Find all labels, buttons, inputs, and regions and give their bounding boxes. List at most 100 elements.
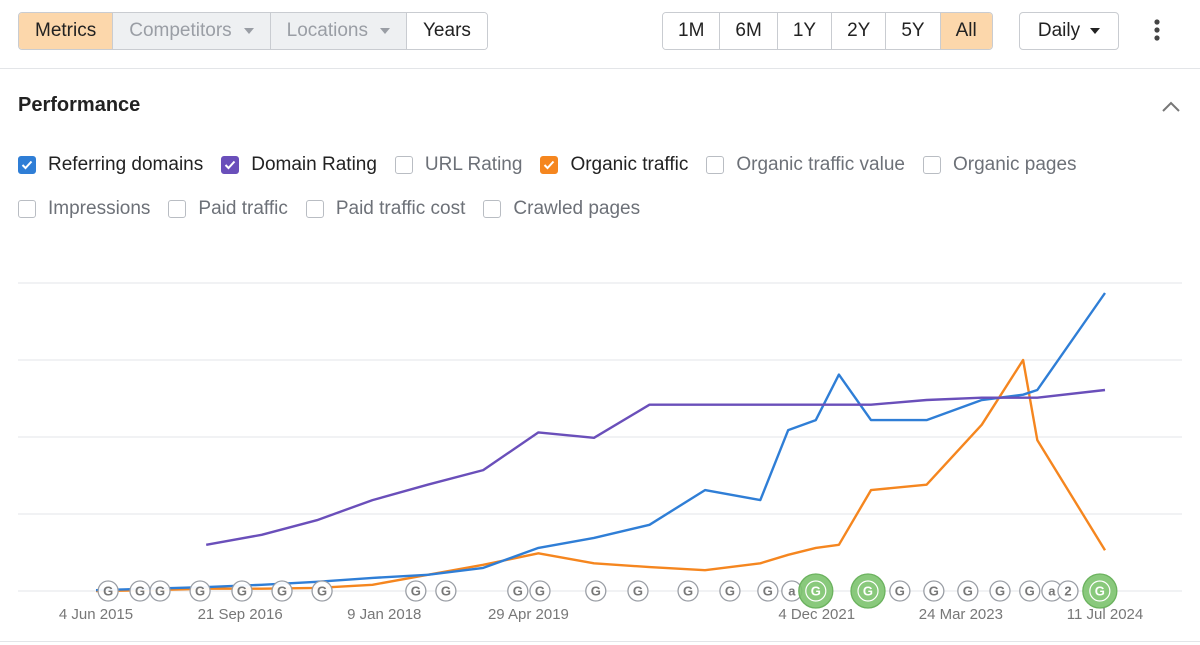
annotation-label: G	[317, 584, 327, 599]
range-button[interactable]: All	[940, 13, 992, 49]
dropdown-arrow	[243, 28, 254, 34]
annotation-marker	[1082, 573, 1118, 609]
series-line	[205, 388, 1106, 546]
annotation-marker-inner	[857, 580, 879, 602]
annotation-marker	[271, 580, 293, 602]
annotation-marker	[757, 580, 779, 602]
x-tick-label: 24 Mar 2023	[919, 606, 1003, 623]
annotation-marker	[677, 580, 699, 602]
annotation-label: G	[277, 584, 287, 599]
annotation-label: G	[633, 584, 643, 599]
tab-button[interactable]: Locations	[270, 13, 407, 49]
tab-button[interactable]: Competitors	[113, 13, 271, 49]
annotation-marker	[1019, 580, 1041, 602]
annotation-label: G	[1095, 584, 1105, 599]
metric-checkbox[interactable]: Domain Rating	[221, 150, 377, 180]
annotation-label: G	[155, 584, 165, 599]
more-menu[interactable]	[1150, 18, 1164, 44]
series-line	[95, 358, 1107, 593]
annotation-label: G	[895, 584, 905, 599]
annotation-label: G	[237, 584, 247, 599]
range-button[interactable]: 2Y	[832, 13, 887, 49]
tab-label: Locations	[286, 20, 368, 41]
annotation-label: 2	[1064, 584, 1071, 599]
annotation-marker	[97, 580, 119, 602]
range-label: 1Y	[792, 20, 817, 41]
range-button[interactable]: 5Y	[886, 13, 941, 49]
annotation-marker-inner	[805, 580, 827, 602]
metric-checkbox[interactable]: Paid traffic	[168, 194, 288, 224]
range-button[interactable]: 1Y	[777, 13, 833, 49]
dropdown-arrow	[1090, 28, 1101, 34]
legend-label: Domain Rating	[251, 154, 377, 175]
annotation-marker	[507, 580, 529, 602]
x-tick-label: 11 Jul 2024	[1067, 606, 1143, 623]
annotation-marker	[850, 573, 886, 609]
tab-button[interactable]: Metrics	[19, 13, 114, 49]
checkbox	[18, 200, 36, 218]
checkbox	[18, 156, 36, 174]
annotation-marker	[719, 580, 741, 602]
checkbox	[394, 156, 413, 174]
check-mark	[544, 160, 555, 170]
range-buttons: 1M 6M 1Y 2Y 5Y All	[662, 12, 993, 50]
annotation-marker	[798, 573, 834, 609]
range-button[interactable]: 1M	[663, 13, 721, 49]
tab-label: Competitors	[129, 20, 232, 41]
range-button[interactable]: 6M	[720, 13, 778, 49]
divider	[0, 68, 1200, 69]
annotation-label: G	[591, 584, 601, 599]
checkbox	[483, 200, 502, 218]
range-label: All	[955, 20, 977, 41]
tab-label: Years	[423, 20, 471, 41]
annotation-marker	[149, 580, 171, 602]
range-label: 6M	[735, 20, 762, 41]
annotation-marker	[957, 580, 979, 602]
metric-checkbox[interactable]: Organic traffic value	[706, 150, 905, 180]
legend-label: Impressions	[48, 198, 151, 219]
annotation-label: G	[863, 584, 873, 599]
metric-checkbox[interactable]: Organic pages	[922, 150, 1077, 180]
legend-label: Organic traffic	[570, 154, 689, 175]
annotation-label: G	[1025, 584, 1035, 599]
legend-label: Paid traffic cost	[335, 198, 466, 219]
series-line	[95, 292, 1106, 592]
annotation-marker	[989, 580, 1011, 602]
x-tick-label: 4 Jun 2015	[59, 606, 133, 623]
annotation-label: G	[195, 584, 205, 599]
legend-label: Paid traffic	[198, 198, 288, 219]
legend-label: Referring domains	[48, 154, 204, 175]
annotation-marker	[585, 580, 607, 602]
check-mark	[225, 160, 236, 170]
legend-label: URL Rating	[424, 154, 523, 175]
checkbox	[706, 156, 725, 174]
metric-checkbox[interactable]: Crawled pages	[483, 194, 640, 224]
checkbox	[221, 156, 240, 174]
metric-checkbox[interactable]: Referring domains	[18, 150, 203, 180]
interval-dropdown[interactable]: Daily	[1019, 12, 1119, 50]
metric-checkboxes: Referring domains Domain Rating URL Rating…	[18, 150, 1198, 238]
metric-checkbox[interactable]: Organic traffic	[540, 150, 688, 180]
checkbox-row: Referring domains Domain Rating URL Rating…	[18, 150, 1198, 194]
annotation-label: G	[811, 584, 821, 599]
collapse-toggle[interactable]	[1160, 98, 1182, 114]
checkbox	[922, 156, 941, 174]
annotation-label: a	[788, 584, 796, 599]
legend-label: Organic traffic value	[736, 154, 905, 175]
annotation-label: G	[441, 584, 451, 599]
annotation-label: G	[513, 584, 523, 599]
tab-button[interactable]: Years	[407, 13, 487, 49]
annotation-label: G	[683, 584, 693, 599]
metric-checkbox[interactable]: Paid traffic cost	[305, 194, 466, 224]
tab-label: Metrics	[35, 20, 97, 41]
metric-tabs: Metrics Competitors Locations Years	[18, 12, 488, 50]
metric-checkbox[interactable]: URL Rating	[394, 150, 523, 180]
metric-checkbox[interactable]: Impressions	[18, 194, 150, 224]
annotation-marker-inner	[1089, 580, 1111, 602]
section-title: Performance	[18, 94, 141, 116]
range-label: 1M	[678, 20, 705, 41]
annotation-marker	[1057, 580, 1079, 602]
divider	[0, 641, 1200, 642]
